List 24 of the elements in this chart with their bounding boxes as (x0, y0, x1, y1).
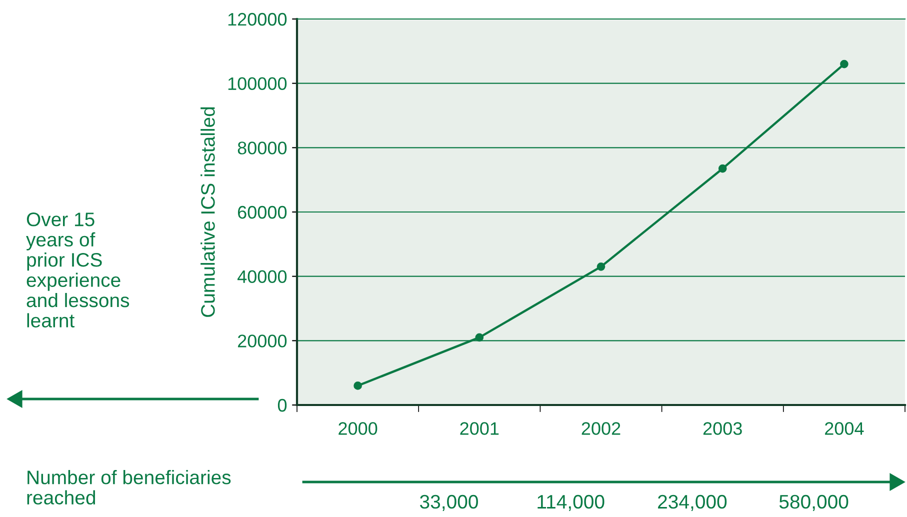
text: 114,000 (538, 494, 604, 511)
x-tick-label: 2004 (825, 422, 864, 435)
y-tick-label: 100000 (228, 77, 287, 90)
y-axis-title: Cumulative ICS installed (200, 107, 215, 317)
text: Over 15 years of prior ICS experience and lessons learnt (26, 212, 130, 328)
x-tick-label: 2003 (703, 422, 742, 435)
y-tick-label: 0 (278, 398, 287, 412)
y-tick-label: 80000 (238, 142, 287, 154)
text: Number of beneficiaries reached (27, 470, 231, 505)
text: 234,000 (658, 494, 727, 511)
y-tick-label: 120000 (228, 12, 287, 26)
point (475, 333, 484, 342)
point (718, 164, 727, 173)
x-tick-label: 2001 (460, 422, 499, 435)
x-tick-label: 2000 (338, 422, 378, 435)
y-tick-label: 40000 (237, 270, 287, 284)
x-tick-label: 2002 (582, 422, 620, 435)
point (840, 60, 848, 68)
y-tick-label: 60000 (238, 206, 287, 219)
y-tick-label: 20000 (238, 334, 287, 348)
point (596, 262, 606, 271)
text: 33,000 (420, 494, 478, 511)
text: 580,000 (779, 494, 848, 511)
point (354, 382, 362, 390)
